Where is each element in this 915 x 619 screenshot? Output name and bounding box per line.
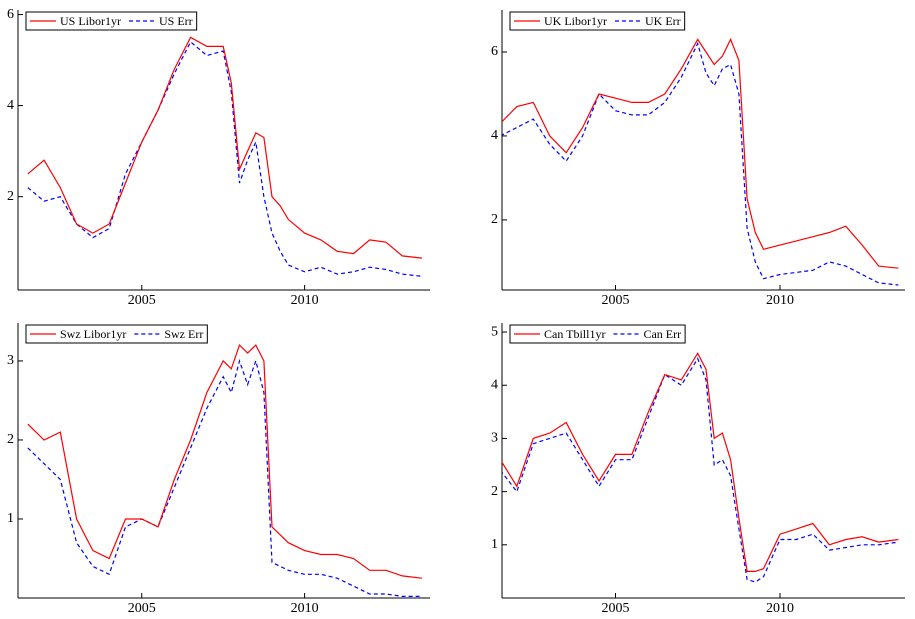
series-line	[27, 40, 422, 277]
plot-area	[502, 352, 899, 583]
y-tick-label: 3	[7, 353, 14, 368]
x-tick-label: 2005	[601, 293, 629, 308]
y-tick-label: 4	[491, 128, 498, 143]
x-tick-label: 2005	[601, 601, 629, 616]
y-tick-label: 4	[491, 377, 498, 392]
y-tick-label: 4	[7, 98, 14, 113]
legend-box	[509, 324, 686, 344]
legend: Can Tbill1yr Can Err	[509, 324, 686, 344]
legend-label: US Libor1yr	[60, 14, 121, 28]
y-tick-label: 6	[7, 7, 14, 22]
series-line	[502, 37, 899, 269]
x-tick-label: 2005	[128, 293, 156, 308]
series-line	[502, 357, 899, 583]
legend-label: Can Tbill1yr	[544, 327, 605, 341]
y-tick-label: 2	[7, 189, 14, 204]
x-tick-label: 2010	[766, 601, 794, 616]
legend-box	[509, 11, 686, 31]
legend-label: US Err	[159, 14, 193, 28]
y-tick-label: 5	[491, 324, 498, 339]
legend: Swz Libor1yr Swz Err	[25, 324, 208, 344]
panel: 1 2 3 4 5 2005 2010 Can Tbill1yr Can Err	[491, 323, 905, 616]
x-tick-label: 2010	[766, 293, 794, 308]
legend-box	[25, 324, 208, 344]
y-tick-label: 2	[491, 212, 498, 227]
series-line	[502, 352, 899, 572]
legend-label: UK Libor1yr	[544, 14, 607, 28]
legend: US Libor1yr US Err	[25, 11, 198, 31]
x-tick-label: 2010	[291, 601, 319, 616]
y-tick-label: 2	[7, 432, 14, 447]
series-line	[27, 36, 422, 259]
legend-label: Swz Libor1yr	[60, 327, 126, 341]
legend-box	[25, 11, 198, 31]
panel: 2 4 6 2005 2010 UK Libor1yr UK Err	[491, 10, 905, 308]
plot-area	[27, 36, 422, 277]
plot-area	[27, 344, 422, 597]
series-line	[27, 344, 422, 579]
y-tick-label: 1	[7, 511, 14, 526]
y-tick-label: 3	[491, 431, 498, 446]
panel: 2 4 6 2005 2010 US Libor1yr US Err	[7, 7, 430, 308]
series-line	[502, 41, 899, 286]
series-line	[27, 358, 422, 597]
legend-label: UK Err	[645, 14, 681, 28]
plot-area	[502, 37, 899, 286]
y-tick-label: 1	[491, 537, 498, 552]
x-tick-label: 2010	[291, 293, 319, 308]
legend: UK Libor1yr UK Err	[509, 11, 686, 31]
y-tick-label: 2	[491, 484, 498, 499]
x-tick-label: 2005	[128, 601, 156, 616]
y-tick-label: 6	[491, 44, 498, 59]
legend-label: Swz Err	[164, 327, 203, 341]
panel: 1 2 3 2005 2010 Swz Libor1yr Swz Err	[7, 323, 430, 616]
legend-label: Can Err	[643, 327, 681, 341]
